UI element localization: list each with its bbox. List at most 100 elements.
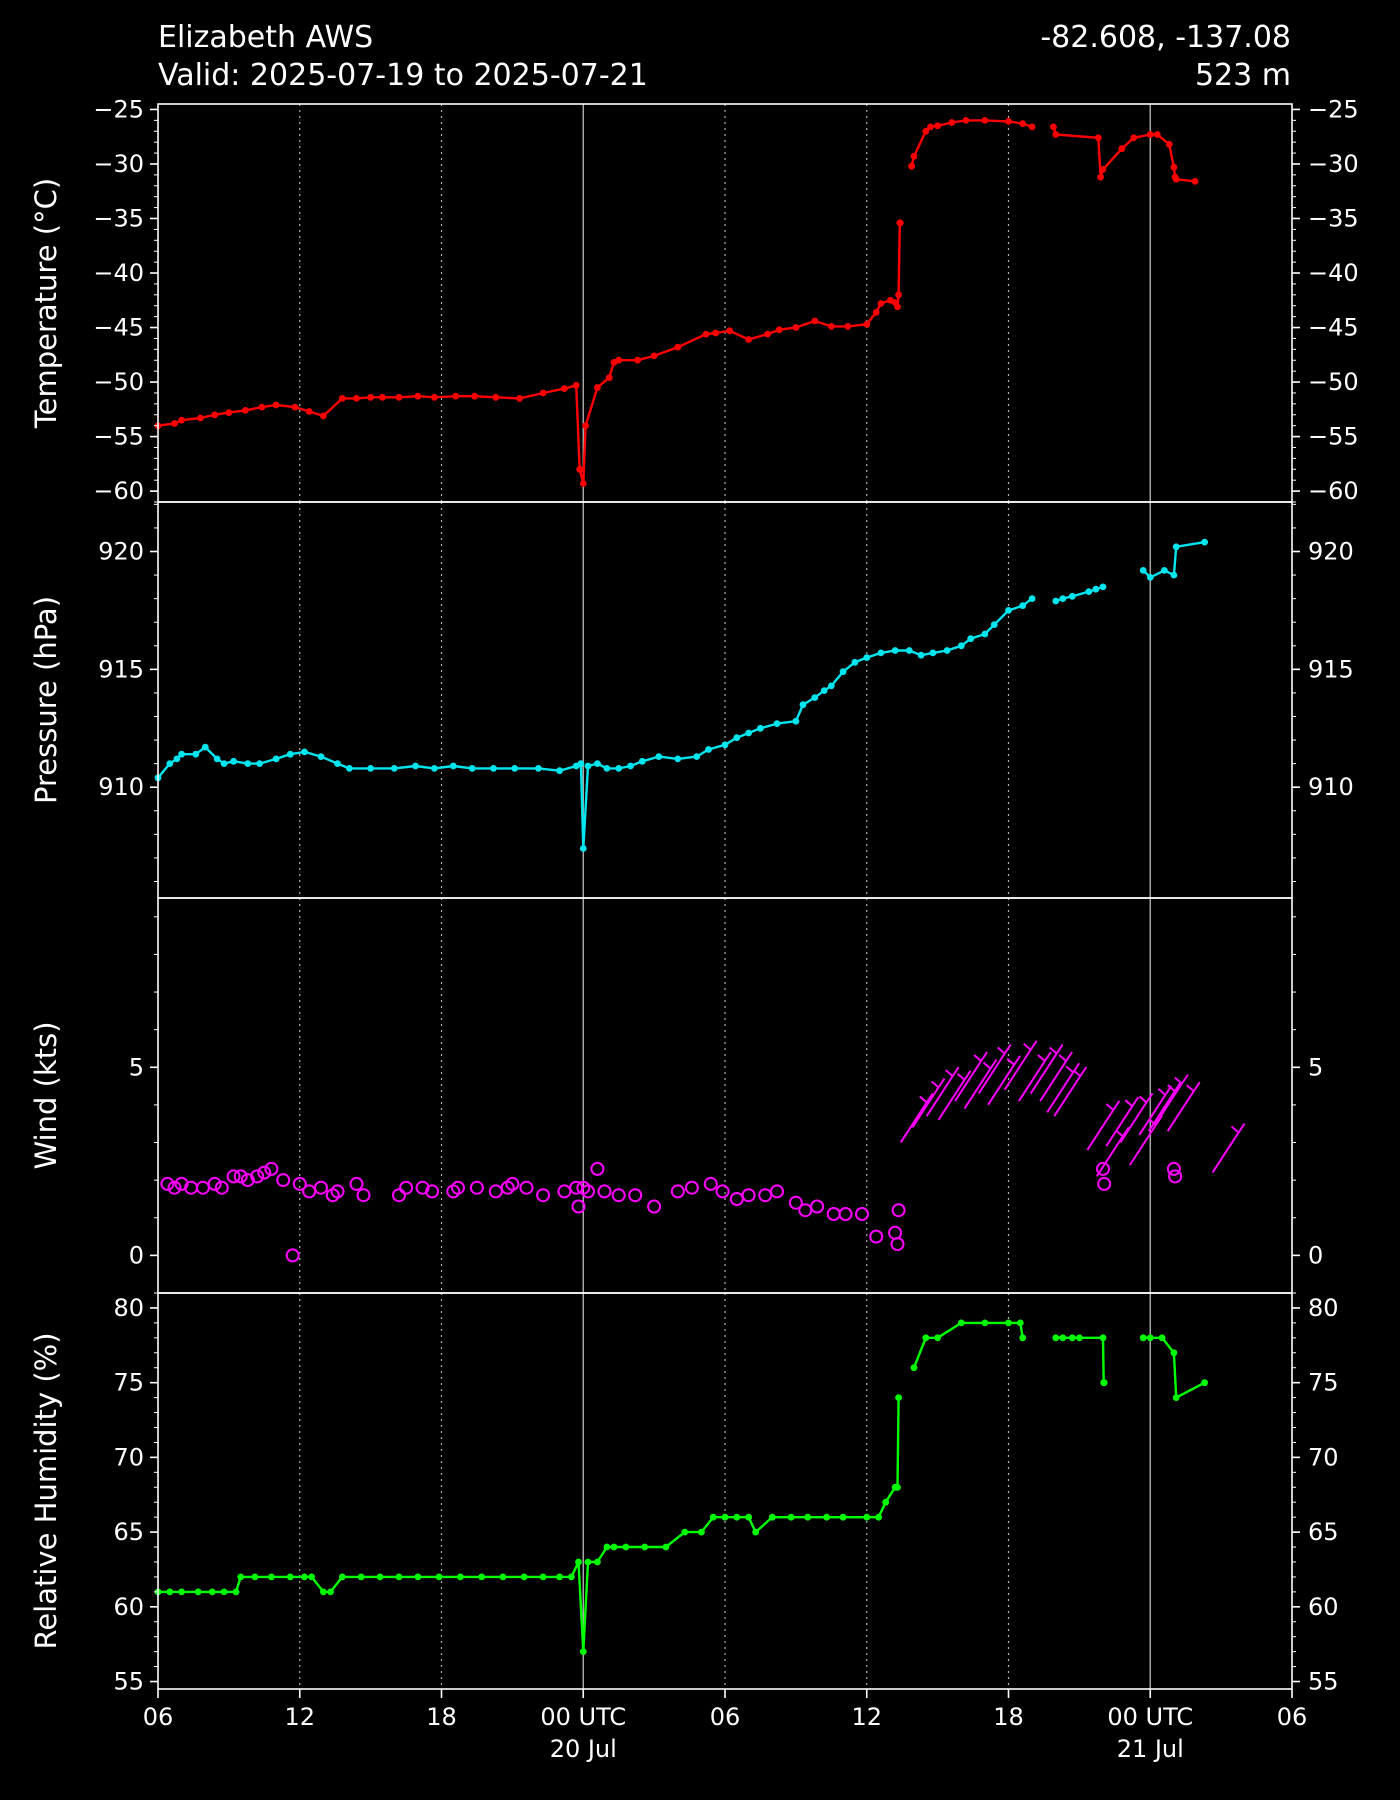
temperature-ytick-label-left: −25 bbox=[93, 95, 144, 123]
wind-calm-marker bbox=[684, 1180, 699, 1195]
humidity-series-0-point bbox=[823, 1513, 830, 1521]
humidity-series-0-point bbox=[376, 1573, 384, 1581]
humidity-series-0-line bbox=[158, 1397, 900, 1653]
pressure-series-0-point bbox=[943, 647, 951, 654]
temperature-series-0-point bbox=[258, 403, 266, 411]
wind-barb-flag bbox=[1186, 1084, 1195, 1092]
temperature-series-0-point bbox=[367, 393, 374, 401]
humidity-ylabel: Relative Humidity (%) bbox=[29, 1332, 63, 1649]
wind-barb-flag bbox=[1029, 1040, 1038, 1051]
wind-calm-marker bbox=[571, 1199, 586, 1214]
pressure-ytick-label-right: 915 bbox=[1308, 655, 1354, 683]
pressure-series-0-point bbox=[166, 760, 174, 767]
humidity-series-3-point bbox=[1158, 1334, 1166, 1342]
station-coords: -82.608, -137.08 bbox=[1040, 20, 1291, 55]
humidity-series-1-line bbox=[912, 1321, 1024, 1369]
wind-barb-shaft bbox=[1095, 1135, 1124, 1177]
wind-barb-flag bbox=[1044, 1051, 1052, 1062]
wind-calm-marker bbox=[488, 1184, 503, 1199]
humidity-series-0-point bbox=[709, 1513, 717, 1521]
wind-calm-marker bbox=[519, 1180, 534, 1195]
wind-calm-marker bbox=[469, 1180, 484, 1195]
wind-barb-flag bbox=[1003, 1043, 1012, 1055]
wind-calm-marker bbox=[167, 1180, 182, 1195]
pressure-series-0-point bbox=[286, 750, 294, 758]
pressure-series-0-point bbox=[192, 750, 200, 758]
temperature-series-0-point bbox=[702, 330, 710, 338]
humidity-series-0-point bbox=[579, 1648, 587, 1655]
humidity-series-0-point bbox=[320, 1588, 327, 1596]
temperature-ytick-label-left: −60 bbox=[93, 477, 144, 505]
pressure-series-2-point bbox=[1201, 538, 1208, 546]
wind-barb-flag bbox=[1192, 1081, 1201, 1092]
wind-barb-flag bbox=[980, 1051, 988, 1062]
pressure-ytick-label-left: 910 bbox=[98, 773, 144, 801]
pressure-series-0-point bbox=[490, 765, 497, 772]
pressure-series-0-point bbox=[535, 765, 542, 772]
humidity-ytick-label-left: 70 bbox=[113, 1443, 144, 1471]
temperature-series-0-point bbox=[894, 303, 901, 311]
wind-calm-marker bbox=[611, 1188, 626, 1203]
wind-barb-shaft bbox=[954, 1060, 982, 1102]
wind-calm-marker bbox=[628, 1188, 643, 1203]
pressure-series-0-point bbox=[820, 687, 828, 694]
pressure-series-2-point bbox=[1139, 567, 1147, 574]
pressure-series-1-point bbox=[1085, 588, 1093, 595]
wind-calm-marker bbox=[670, 1184, 685, 1199]
temperature-series-0-point bbox=[320, 412, 327, 420]
wind-barb-flag bbox=[930, 1080, 940, 1089]
pressure-series-1-point bbox=[1059, 595, 1067, 602]
wind-barb-flag bbox=[919, 1095, 928, 1104]
humidity-ytick-label-left: 55 bbox=[113, 1668, 144, 1696]
pressure-series-2-point bbox=[1146, 574, 1154, 581]
wind-ytick-label-right: 0 bbox=[1308, 1241, 1323, 1269]
temperature-series-0b-point bbox=[922, 127, 930, 135]
temperature-series-0c-point bbox=[1094, 134, 1102, 142]
wind-barb-flag bbox=[1079, 1066, 1088, 1077]
wind-barb-flag bbox=[1072, 1069, 1081, 1077]
pressure-series-1-point bbox=[1092, 585, 1100, 593]
pressure-series-2-point bbox=[1170, 571, 1178, 579]
humidity-series-0-point bbox=[752, 1528, 760, 1536]
wind-calm-marker bbox=[770, 1184, 784, 1199]
humidity-series-2-point bbox=[1099, 1334, 1107, 1342]
wind-calm-marker bbox=[891, 1203, 906, 1218]
wind-barb-flag bbox=[1013, 1055, 1021, 1066]
humidity-series-0-point bbox=[894, 1483, 901, 1491]
temperature-series-0-point bbox=[634, 356, 641, 364]
pressure-series-0-point bbox=[733, 734, 741, 742]
pressure-series-0-point bbox=[272, 755, 280, 763]
temperature-series-0-point bbox=[712, 329, 719, 337]
pressure-series-0-point bbox=[412, 762, 419, 770]
humidity-series-1-point bbox=[981, 1319, 989, 1327]
humidity-series-0-point bbox=[575, 1558, 582, 1566]
humidity-series-0-point bbox=[787, 1513, 795, 1521]
wind-barb-flag bbox=[1174, 1076, 1183, 1085]
wind-barb-flag bbox=[1049, 1046, 1058, 1055]
wind-calm-marker bbox=[715, 1184, 730, 1199]
wind-calm-marker bbox=[890, 1237, 905, 1252]
humidity-series-0-point bbox=[286, 1573, 294, 1581]
humidity-series-1-point bbox=[922, 1334, 930, 1342]
pressure-series-0-point bbox=[468, 765, 476, 772]
temperature-series-0c-point bbox=[1170, 163, 1178, 171]
humidity-series-0-point bbox=[435, 1573, 443, 1581]
wind-calm-marker bbox=[302, 1184, 317, 1199]
wind-barb-flag bbox=[1055, 1043, 1064, 1055]
temperature-series-0-point bbox=[395, 393, 403, 401]
wind-calm-marker bbox=[356, 1188, 371, 1203]
pressure-series-0-point bbox=[244, 760, 252, 767]
pressure-ytick-label-left: 915 bbox=[98, 655, 144, 683]
humidity-series-0-point bbox=[208, 1588, 216, 1596]
pressure-series-0-point bbox=[577, 760, 585, 767]
station-elevation: 523 m bbox=[1194, 58, 1291, 93]
humidity-series-3-point bbox=[1146, 1334, 1154, 1342]
wind-calm-marker bbox=[207, 1176, 222, 1191]
pressure-series-0-point bbox=[705, 746, 712, 753]
humidity-series-0-point bbox=[556, 1573, 563, 1581]
wind-barb-shaft bbox=[1166, 1090, 1195, 1132]
wind-calm-marker bbox=[647, 1199, 662, 1214]
humidity-series-0-point bbox=[733, 1513, 741, 1521]
temperature-series-0-point bbox=[178, 416, 186, 424]
temperature-ytick-label-left: −30 bbox=[93, 150, 144, 178]
